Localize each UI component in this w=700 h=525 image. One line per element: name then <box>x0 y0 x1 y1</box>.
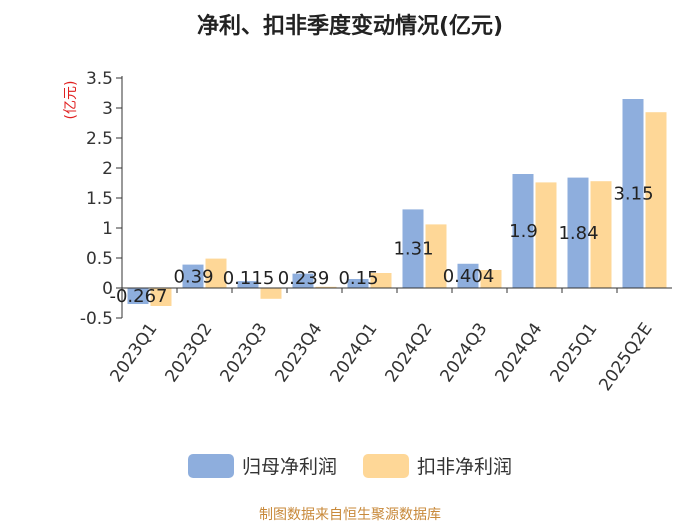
y-tick-label: -0.5 <box>80 309 113 329</box>
y-tick-label: 2 <box>102 159 113 179</box>
bar-series-2-2023Q1 <box>150 288 172 306</box>
bar-series-2-2024Q4 <box>535 182 557 288</box>
bar-series-2-2023Q4 <box>315 286 337 288</box>
legend-item-series-2[interactable]: 扣非净利润 <box>363 452 512 479</box>
bar-series-2-2023Q3 <box>260 288 282 299</box>
bar-series-2-2024Q3 <box>480 270 502 288</box>
legend-label-series-2: 扣非净利润 <box>417 456 513 478</box>
bar-series-1-2024Q1 <box>347 279 369 288</box>
x-tick-label-2024Q2: 2024Q2 <box>382 319 437 386</box>
bar-series-1-2024Q4 <box>512 174 534 288</box>
bar-series-1-2023Q1 <box>127 288 149 305</box>
x-tick-label-2024Q1: 2024Q1 <box>327 319 382 386</box>
legend-swatch-series-2 <box>363 453 409 478</box>
x-tick-label-2023Q2: 2023Q2 <box>162 319 217 386</box>
bar-series-2-2023Q2 <box>205 258 227 288</box>
y-axis-title: (亿元) <box>63 81 79 120</box>
y-tick-label: 3.5 <box>86 69 113 89</box>
x-tick-label-2024Q4: 2024Q4 <box>492 319 547 386</box>
data-label-2025Q2E: 3.15 <box>613 184 653 205</box>
legend-swatch-series-1 <box>187 453 234 478</box>
bar-series-2-2025Q2E <box>645 112 667 288</box>
data-label-2023Q3: 0.115 <box>223 268 275 289</box>
y-tick-label: 0.5 <box>86 249 113 269</box>
data-label-2024Q2: 1.31 <box>393 239 433 260</box>
data-label-2025Q1: 1.84 <box>558 223 598 244</box>
data-label-2023Q1: -0.267 <box>109 286 167 307</box>
bar-series-2-2024Q1 <box>370 273 392 288</box>
bar-series-1-2024Q3 <box>457 263 479 288</box>
bar-series-1-2023Q2 <box>182 264 204 288</box>
data-label-2024Q1: 0.15 <box>338 268 378 289</box>
bar-series-1-2025Q2E <box>622 99 644 288</box>
y-tick-label: 2.5 <box>86 129 113 149</box>
x-tick-label-2023Q1: 2023Q1 <box>107 319 162 386</box>
bar-series-1-2023Q4 <box>292 273 314 288</box>
data-label-2023Q4: 0.239 <box>278 268 330 289</box>
bar-series-1-2024Q2 <box>402 209 424 288</box>
bar-series-1-2025Q1 <box>567 177 589 288</box>
y-tick-label: 3 <box>102 99 113 119</box>
legend-label-series-1: 归母净利润 <box>241 456 337 478</box>
y-tick-label: 1.5 <box>86 189 113 209</box>
x-tick-label-2024Q3: 2024Q3 <box>437 319 492 386</box>
bar-series-2-2024Q2 <box>425 224 447 288</box>
y-tick-label: 0 <box>102 279 113 299</box>
legend: 归母净利润 扣非净利润 <box>0 452 700 479</box>
y-tick-label: 1 <box>102 219 113 239</box>
x-tick-label-2025Q1: 2025Q1 <box>547 319 602 386</box>
data-label-2024Q3: 0.404 <box>443 266 495 287</box>
source-note: 制图数据来自恒生聚源数据库 <box>259 507 441 523</box>
x-tick-label-2023Q4: 2023Q4 <box>272 319 327 386</box>
x-tick-label-2023Q3: 2023Q3 <box>217 319 272 386</box>
x-tick-label-2025Q2E: 2025Q2E <box>595 319 656 395</box>
bar-series-1-2023Q3 <box>237 281 259 288</box>
legend-item-series-1[interactable]: 归母净利润 <box>187 452 337 479</box>
bar-series-2-2025Q1 <box>590 181 612 288</box>
chart-title: 净利、扣非季度变动情况(亿元) <box>196 14 504 39</box>
data-label-2023Q2: 0.39 <box>173 266 213 287</box>
data-label-2024Q4: 1.9 <box>509 221 538 242</box>
